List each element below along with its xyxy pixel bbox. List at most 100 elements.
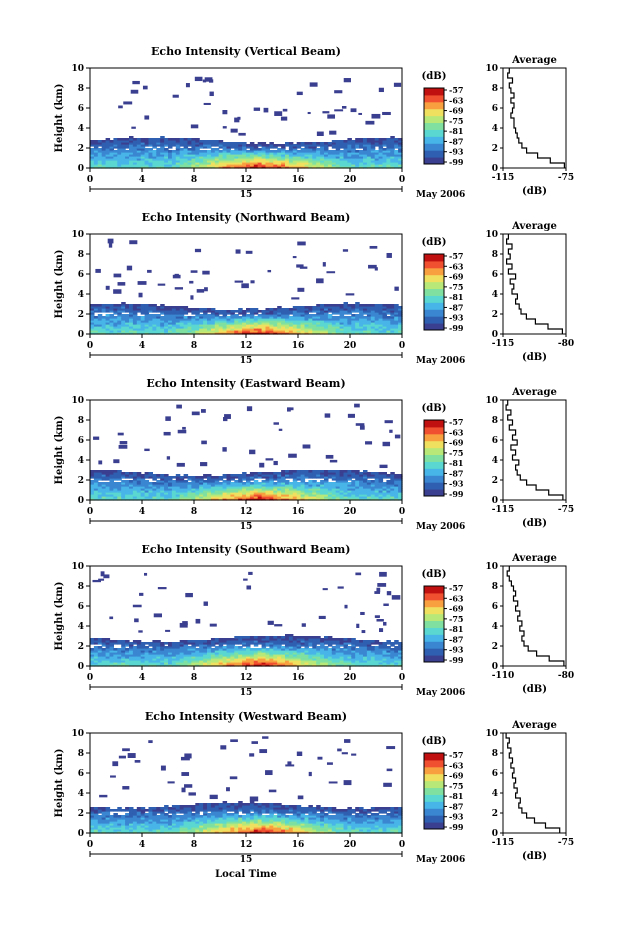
heatmap-cell — [183, 150, 189, 153]
heatmap-cell — [113, 650, 118, 653]
heatmap-cell — [281, 322, 286, 325]
heatmap-cell — [242, 642, 247, 645]
heatmap-cell — [117, 314, 122, 317]
heatmap-cell — [156, 474, 161, 477]
heatmap-cell — [265, 474, 270, 477]
heatmap-cell — [214, 312, 220, 315]
heatmap-cell — [175, 652, 181, 655]
colorbar-frame — [423, 419, 445, 497]
heatmap-cell — [308, 314, 313, 317]
heatmap-cell — [316, 474, 321, 477]
heatmap-cell — [261, 148, 267, 151]
heatmap-cell — [378, 330, 384, 333]
heatmap-cell — [190, 270, 198, 273]
heatmap-cell — [316, 148, 321, 151]
colorbar-swatch — [424, 150, 444, 158]
heatmap-cell — [210, 482, 216, 485]
heatmap-cell — [152, 330, 157, 333]
heatmap-cell — [117, 809, 122, 812]
heatmap-cell — [351, 664, 356, 667]
heatmap-cell — [249, 162, 255, 165]
heatmap-cell — [175, 476, 181, 479]
heatmap-cell — [109, 819, 114, 822]
heatmap-cell — [355, 492, 360, 495]
heatmap-cell — [329, 130, 337, 135]
heatmap-cell — [230, 322, 235, 325]
heatmap-cell — [129, 326, 134, 329]
heatmap-cell — [366, 484, 372, 487]
heatmap-cell — [331, 640, 337, 643]
profile-x-label: (dB) — [522, 352, 547, 363]
heatmap-cell — [390, 306, 395, 309]
heatmap-cell — [273, 324, 278, 327]
heatmap-cell — [218, 660, 224, 663]
heatmap-cell — [331, 488, 337, 491]
heatmap-cell — [277, 638, 282, 641]
heatmap-cell — [109, 821, 114, 824]
heatmap-cell — [171, 484, 177, 487]
heatmap-cell — [343, 648, 348, 651]
heatmap-cell — [125, 496, 130, 499]
heatmap-cell — [222, 658, 228, 661]
heatmap-cell — [300, 322, 306, 325]
heatmap-cell — [359, 646, 364, 649]
heatmap-cell — [234, 324, 239, 327]
heatmap-cell — [222, 322, 228, 325]
heatmap-cell — [316, 330, 321, 333]
heatmap-cell — [327, 142, 333, 145]
heatmap-cell — [281, 662, 286, 665]
heatmap-cell — [335, 306, 341, 309]
heatmap-cell — [339, 490, 345, 493]
heatmap-cell — [296, 326, 302, 329]
heatmap-cell — [226, 144, 231, 147]
heatmap-cell — [379, 571, 387, 577]
heatmap-cell — [300, 326, 306, 329]
heatmap-cell — [234, 636, 239, 639]
heatmap-cell — [132, 154, 138, 157]
heatmap-cell — [331, 324, 337, 327]
colorbar-tick-label: -75 — [449, 614, 463, 624]
heatmap-cell — [152, 484, 157, 487]
heatmap-cell — [259, 462, 265, 468]
heatmap-cell — [214, 486, 220, 489]
heatmap-cell — [214, 316, 220, 319]
heatmap-cell — [312, 660, 317, 663]
heatmap-cell — [320, 162, 325, 165]
heatmap-cell — [366, 488, 372, 491]
heatmap-cell — [152, 474, 157, 477]
heatmap-cell — [335, 662, 341, 665]
heatmap-cell — [347, 648, 352, 651]
heatmap-cell — [281, 164, 286, 167]
profile-x-label: (dB) — [522, 518, 547, 529]
heatmap-cell — [109, 496, 114, 499]
heatmap-cell — [156, 658, 161, 661]
heatmap-cell — [300, 498, 306, 501]
heatmap-cell — [152, 154, 157, 157]
heatmap-cell — [226, 640, 231, 643]
heatmap-cell — [93, 646, 99, 649]
heatmap-cell — [242, 640, 247, 643]
heatmap-cell — [265, 498, 270, 501]
heatmap-cell — [277, 162, 282, 165]
heatmap-cell — [97, 488, 103, 491]
heatmap-cell — [144, 480, 150, 483]
heatmap-cell — [285, 638, 290, 641]
heatmap-cell — [363, 306, 368, 309]
heatmap-cell — [109, 648, 114, 651]
heatmap-cell — [226, 166, 231, 169]
heatmap-cell — [172, 94, 179, 98]
heatmap-cell — [242, 654, 247, 657]
heatmap-cell — [210, 154, 216, 157]
heatmap-cell — [210, 156, 216, 159]
heatmap-cell — [359, 488, 364, 491]
date-label: May 2006 — [416, 190, 465, 200]
heatmap-cell — [234, 638, 239, 641]
heatmap-cell — [113, 482, 118, 485]
heatmap-cell — [101, 324, 107, 327]
heatmap-cell — [363, 156, 368, 159]
heatmap-cell — [277, 650, 282, 653]
heatmap-cell — [257, 638, 263, 641]
heatmap-cell — [249, 310, 255, 313]
heatmap-cell — [386, 640, 391, 643]
heatmap-cell — [363, 662, 368, 665]
